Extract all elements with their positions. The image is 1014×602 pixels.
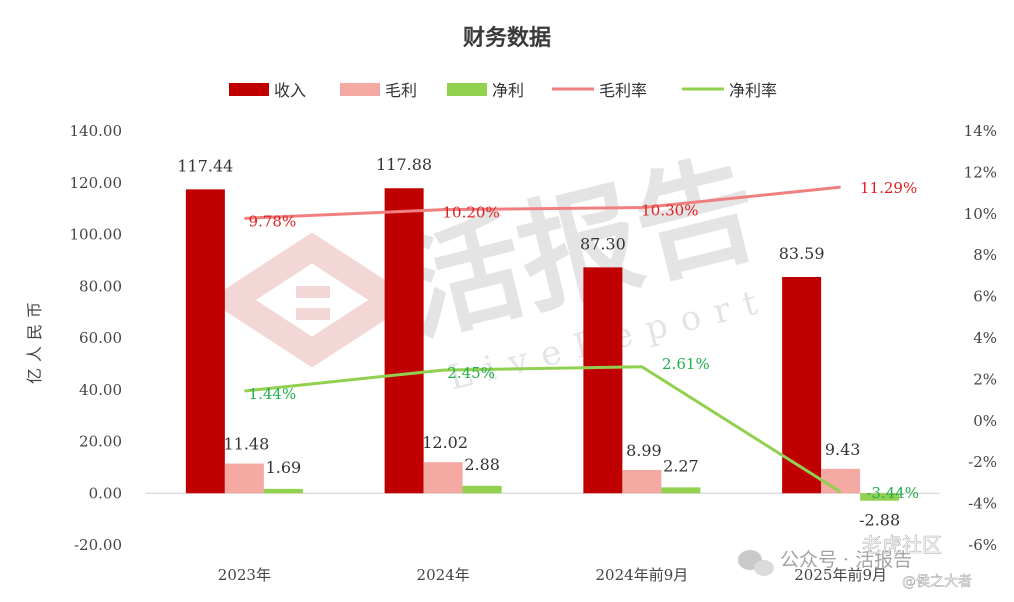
watermark-logo-icon bbox=[208, 232, 416, 368]
credit-watermark: @侯之大者 bbox=[902, 574, 972, 590]
legend: 收入 毛利 净利 毛利率 净利率 bbox=[229, 81, 777, 100]
line-data-label: 1.44% bbox=[249, 385, 297, 403]
y-axis-right: 14% 12% 10% 8% 6% 4% 2% 0% -2% -4% -6% bbox=[964, 122, 997, 554]
y-right-tick-label: -6% bbox=[968, 536, 997, 554]
y-left-tick-label: 140.00 bbox=[70, 122, 123, 140]
y-right-tick-label: 0% bbox=[973, 412, 997, 430]
bar-gross-profit bbox=[821, 468, 861, 494]
bar-gross-profit bbox=[622, 469, 662, 494]
y-right-tick-label: 12% bbox=[964, 163, 997, 181]
bar-gross-profit bbox=[224, 463, 264, 494]
bar-data-label: 87.30 bbox=[580, 234, 626, 253]
bar-revenue bbox=[384, 188, 424, 494]
y-left-tick-label: 120.00 bbox=[70, 174, 123, 192]
y-left-tick-label: 60.00 bbox=[79, 329, 122, 347]
x-tick-label: 2025年前9月 bbox=[794, 566, 887, 584]
x-tick-label: 2023年 bbox=[218, 566, 271, 584]
wechat-icon bbox=[738, 550, 774, 576]
bar-data-label: 2.27 bbox=[663, 456, 699, 475]
bar-data-label: 83.59 bbox=[779, 244, 825, 263]
y-right-tick-label: 8% bbox=[973, 246, 997, 264]
bar-data-label: 1.69 bbox=[266, 458, 302, 477]
y-left-tick-label: 80.00 bbox=[79, 277, 122, 295]
line-data-label: 10.20% bbox=[443, 204, 500, 222]
bar-data-label: 12.02 bbox=[422, 433, 468, 452]
legend-label: 毛利率 bbox=[599, 81, 647, 100]
line-data-label: 2.45% bbox=[447, 364, 495, 382]
wechat-account: 公众号 · 活报告 bbox=[780, 549, 912, 571]
bar-gross-profit bbox=[423, 462, 463, 494]
chart-title: 财务数据 bbox=[463, 25, 551, 51]
line-data-label: 2.61% bbox=[662, 355, 710, 373]
y-axis-left: 140.00 120.00 100.00 80.00 60.00 40.00 20.00 0.… bbox=[70, 122, 123, 554]
line-data-label: 10.30% bbox=[641, 202, 698, 220]
y-left-tick-label: -20.00 bbox=[74, 536, 122, 554]
y-right-tick-label: 10% bbox=[964, 205, 997, 223]
bar-data-label: 9.43 bbox=[825, 440, 861, 459]
bar-data-label: 117.44 bbox=[177, 156, 233, 175]
legend-swatch bbox=[229, 83, 269, 96]
line-data-label: -3.44% bbox=[866, 484, 919, 502]
y-right-tick-label: -2% bbox=[968, 453, 997, 471]
legend-label: 净利 bbox=[492, 81, 524, 100]
bar-data-label: 2.88 bbox=[464, 455, 500, 474]
bar-data-label: 8.99 bbox=[626, 441, 662, 460]
bar-revenue bbox=[185, 189, 225, 494]
y-left-tick-label: 0.00 bbox=[89, 484, 122, 502]
x-axis: 2023年 2024年 2024年前9月 2025年前9月 bbox=[218, 566, 887, 584]
legend-swatch bbox=[340, 83, 380, 96]
y-right-tick-label: 4% bbox=[973, 329, 997, 347]
bar-net-profit bbox=[860, 493, 900, 501]
y-right-tick-label: 2% bbox=[973, 370, 997, 388]
y-right-tick-label: 14% bbox=[964, 122, 997, 140]
legend-label: 收入 bbox=[274, 81, 306, 100]
bar-net-profit bbox=[661, 487, 701, 494]
line-gross-margin bbox=[244, 185, 841, 220]
corner-watermark: 老虎社区 bbox=[862, 533, 942, 557]
bar-revenue bbox=[782, 276, 822, 494]
line-net-margin bbox=[244, 365, 842, 494]
y-left-tick-label: 100.00 bbox=[70, 226, 123, 244]
overlay-watermark: 公众号 · 活报告 老虎社区 @侯之大者 bbox=[738, 533, 972, 590]
bar-net-profit bbox=[462, 485, 502, 494]
y-right-tick-label: 6% bbox=[973, 288, 997, 306]
lines-layer bbox=[244, 185, 842, 494]
legend-label: 净利率 bbox=[729, 81, 777, 100]
y-left-tick-label: 40.00 bbox=[79, 381, 122, 399]
bar-data-label: 11.48 bbox=[223, 435, 269, 454]
bar-revenue bbox=[583, 267, 623, 494]
y-axis-title: 亿人民币 bbox=[25, 296, 44, 384]
labels-layer: 117.44 117.88 87.30 83.59 11.48 12.02 8.99 9.43… bbox=[177, 155, 919, 529]
bar-data-label: 117.88 bbox=[376, 155, 432, 174]
bar-data-label: -2.88 bbox=[859, 510, 900, 529]
y-right-tick-label: -4% bbox=[968, 495, 997, 513]
line-data-label: 9.78% bbox=[249, 212, 297, 230]
y-left-tick-label: 20.00 bbox=[79, 433, 122, 451]
line-data-label: 11.29% bbox=[860, 179, 917, 197]
bars-layer bbox=[185, 188, 900, 501]
x-tick-label: 2024年前9月 bbox=[596, 566, 689, 584]
legend-swatch bbox=[447, 83, 487, 96]
x-tick-label: 2024年 bbox=[417, 566, 470, 584]
bar-net-profit bbox=[263, 488, 303, 494]
legend-label: 毛利 bbox=[385, 81, 417, 100]
